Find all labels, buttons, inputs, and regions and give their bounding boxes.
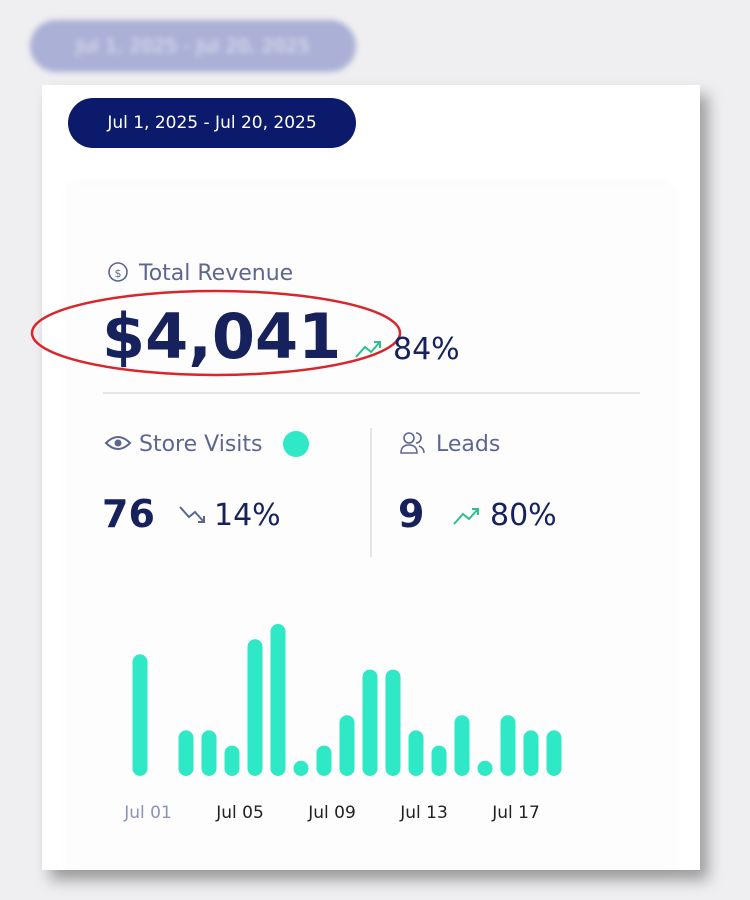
leads-label: Leads [436, 432, 500, 457]
revenue-label: Total Revenue [138, 261, 293, 286]
bar [132, 654, 148, 776]
blurred-date-pill: Jul 1, 2025 - Jul 20, 2025 [30, 20, 356, 72]
bar [362, 669, 378, 776]
store-visits-value: 76 [102, 492, 155, 536]
bar [408, 730, 424, 776]
trend-down-icon [179, 506, 205, 523]
store-visits-label: Store Visits [139, 432, 262, 457]
date-range-pill[interactable]: Jul 1, 2025 - Jul 20, 2025 [68, 98, 356, 148]
trend-up-icon [453, 508, 479, 525]
eye-icon [104, 436, 132, 450]
bar [178, 730, 194, 776]
revenue-change: 84% [393, 332, 460, 367]
trend-up-arrow [472, 508, 479, 515]
bar [431, 745, 447, 776]
x-tick-label: Jul 09 [307, 803, 356, 823]
bar [477, 760, 493, 776]
bar [316, 745, 332, 776]
bar [270, 624, 286, 776]
bar-chart: Jul 01 Jul 05 Jul 09 Jul 13 Jul 17 [123, 624, 562, 823]
bar [546, 730, 562, 776]
trend-up-arrow [374, 341, 381, 348]
trend-down-arrow [198, 516, 205, 523]
bar [523, 730, 539, 776]
x-tick-label: Jul 13 [399, 803, 448, 823]
leads-change: 80% [490, 498, 557, 533]
series-dot [283, 431, 309, 457]
store-visits-change: 14% [214, 498, 281, 533]
x-tick-label: Jul 05 [215, 803, 264, 823]
dollar-icon [108, 262, 128, 282]
x-tick-label: Jul 17 [491, 803, 540, 823]
bar [385, 669, 401, 776]
bar [339, 715, 355, 776]
leads-icon-head [403, 432, 415, 444]
bar [247, 639, 263, 776]
highlight-circle [30, 289, 402, 377]
x-tick-label: Jul 01 [123, 803, 172, 823]
revenue-value: $4,041 [102, 300, 341, 373]
trend-up-icon [355, 341, 381, 358]
bar [224, 745, 240, 776]
eye-pupil [114, 439, 122, 447]
bar [500, 715, 516, 776]
dollar-icon-glyph: $ [115, 267, 122, 280]
bar [201, 730, 217, 776]
bar [454, 715, 470, 776]
leads-icon-body [400, 432, 425, 454]
leads-value: 9 [398, 492, 424, 536]
bar [293, 760, 309, 776]
